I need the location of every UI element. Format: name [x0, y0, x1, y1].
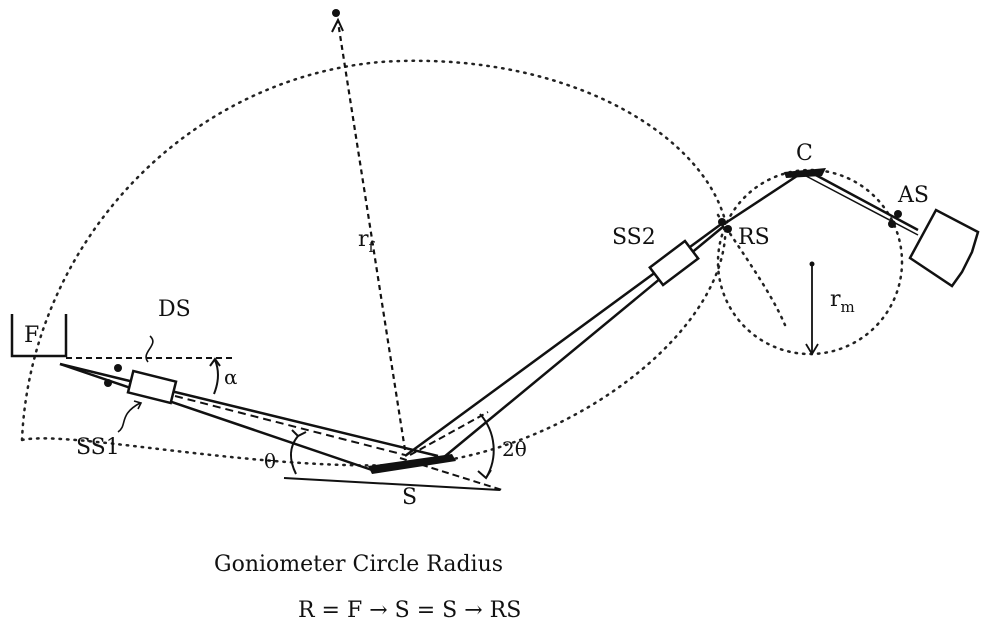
- incident-center-dashed: [175, 396, 405, 455]
- label-RS: RS: [738, 225, 770, 250]
- radius-arrowhead: [332, 20, 343, 32]
- analyzer-slit-dot-1: [894, 210, 902, 218]
- mono-beam-in: [724, 174, 800, 224]
- two-theta-arc: [480, 414, 494, 478]
- radius-endpoint-dot: [332, 9, 340, 17]
- ss1-pointer: [118, 403, 140, 432]
- soller-slit-1: [128, 371, 176, 403]
- label-SS1: SS1: [76, 435, 120, 460]
- label-AS: AS: [897, 183, 929, 208]
- analyzer-slit-dot-2: [888, 220, 896, 228]
- label-SS2: SS2: [612, 225, 656, 250]
- alpha-arc: [214, 360, 218, 394]
- label-DS: DS: [158, 297, 191, 322]
- diffracted-center-dashed: [410, 412, 488, 455]
- rm-endpoint-dot: [810, 262, 815, 267]
- monochromator-circle: [718, 170, 902, 354]
- rm-subscript: m: [841, 298, 855, 316]
- caption-title: Goniometer Circle Radius: [214, 552, 984, 577]
- rf-base: r: [358, 227, 369, 252]
- label-rf: rf: [358, 227, 376, 256]
- goniometer-circle-arc: [22, 61, 725, 466]
- label-S: S: [402, 485, 417, 510]
- caption-formula: R = F → S = S → RS: [298, 598, 984, 623]
- label-F: F: [24, 323, 39, 348]
- detector-box: [910, 210, 978, 286]
- receiving-slit-dot-2: [724, 225, 732, 233]
- label-C: C: [796, 141, 813, 166]
- rm-base: r: [830, 287, 841, 312]
- label-rm: rm: [830, 287, 855, 316]
- divergence-slit-dot-1: [114, 364, 122, 372]
- label-theta: θ: [264, 449, 276, 473]
- soller-slit-2: [650, 241, 698, 285]
- radius-line-rf: [338, 22, 405, 450]
- label-two-theta: 2θ: [502, 437, 527, 461]
- divergence-slit-dot-2: [104, 379, 112, 387]
- theta-arrowhead: [292, 430, 306, 436]
- label-alpha: α: [224, 365, 238, 389]
